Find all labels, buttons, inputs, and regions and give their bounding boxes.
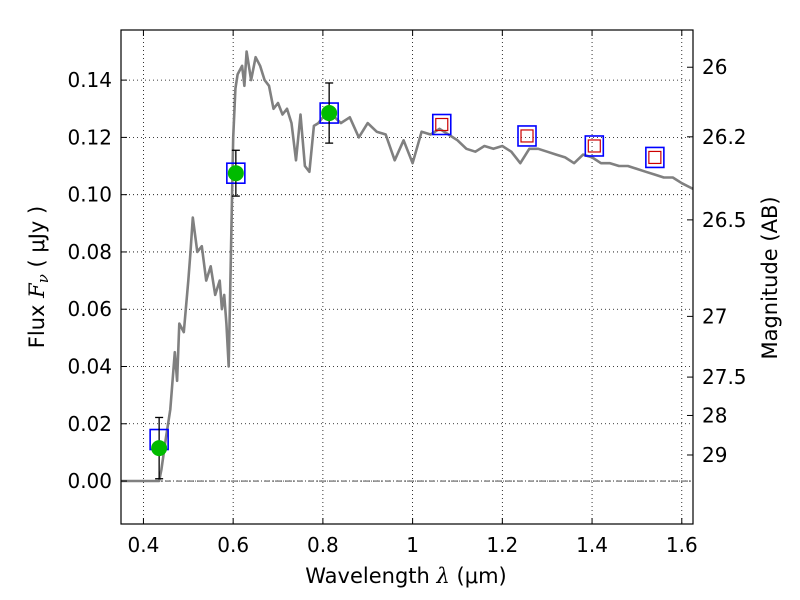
observed-photometry: [151, 82, 338, 480]
y-tick-label: 0.04: [67, 354, 112, 378]
y2-tick-label: 26: [702, 55, 727, 79]
x-axis-ticks: 0.4 0.6 0.8 1 1.2 1.4 1.6: [128, 30, 698, 557]
y-tick-label: 0.02: [67, 412, 112, 436]
y-tick-label: 0.00: [67, 469, 112, 493]
model-band-box: [517, 125, 537, 147]
y2-tick-label: 26.5: [702, 208, 747, 232]
plot-frame: [120, 29, 694, 525]
model-spectrum-line: [121, 50, 694, 483]
observed-flux-point: [227, 165, 244, 182]
y-tick-label: 0.08: [67, 240, 112, 264]
observed-flux-point: [151, 440, 168, 457]
x-tick-label: 0.6: [217, 533, 249, 557]
x-tick-label: 1.4: [576, 533, 608, 557]
model-band-box: [584, 135, 605, 157]
y2-axis-ticks: 26 26.2 26.5 27 27.5 28 29: [687, 55, 747, 467]
x-tick-label: 1.6: [666, 533, 698, 557]
x-tick-label: 0.4: [128, 533, 160, 557]
y-axis-label: Flux Fν ( μJy ): [25, 206, 52, 348]
predicted-flux-marker: [520, 129, 534, 143]
x-tick-label: 1: [406, 533, 419, 557]
x-tick-label: 1.2: [486, 533, 518, 557]
x-tick-label: 0.8: [307, 533, 339, 557]
y-tick-label: 0.14: [67, 68, 112, 92]
model-band-box: [431, 113, 452, 136]
y2-tick-label: 26.2: [702, 125, 747, 149]
band-markers: [149, 102, 665, 451]
x-axis-label: Wavelength λ (μm): [305, 564, 506, 588]
predicted-flux-marker: [587, 139, 601, 153]
predicted-flux-marker: [435, 117, 449, 132]
y2-tick-label: 28: [702, 403, 727, 427]
y2-axis-label: Magnitude (AB): [758, 196, 782, 359]
y-axis-ticks: 0.00 0.02 0.04 0.06 0.08 0.10 0.12 0.14: [67, 68, 127, 493]
predicted-flux-marker: [648, 150, 662, 165]
y-tick-label: 0.06: [67, 297, 112, 321]
y2-tick-label: 27.5: [702, 365, 747, 389]
model-band-box: [645, 146, 665, 169]
y2-tick-label: 27: [702, 304, 727, 328]
y-tick-label: 0.12: [67, 125, 112, 149]
y2-tick-label: 29: [702, 443, 727, 467]
observed-flux-point: [321, 105, 338, 122]
y-tick-label: 0.10: [67, 183, 112, 207]
